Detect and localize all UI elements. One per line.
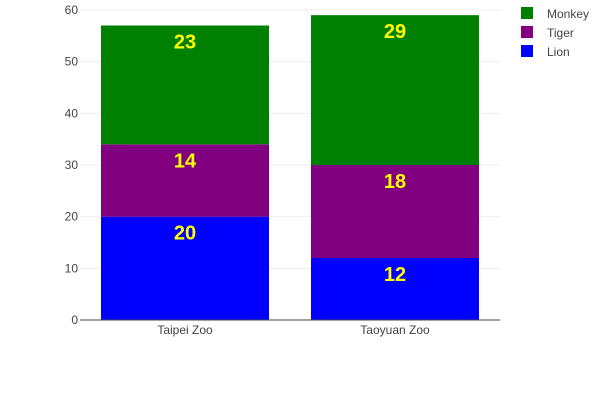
data-label: 23: [174, 32, 196, 54]
bar-tiger-1[interactable]: [311, 165, 479, 258]
legend-item-lion[interactable]: Lion: [521, 45, 570, 59]
legend-item-tiger[interactable]: Tiger: [521, 26, 574, 40]
legend-swatch: [521, 26, 533, 38]
bar-lion-0[interactable]: [101, 216, 269, 320]
data-label: 18: [384, 171, 406, 193]
legend-item-monkey[interactable]: Monkey: [521, 7, 589, 21]
data-label: 12: [384, 264, 406, 286]
y-tick-label: 50: [65, 55, 79, 69]
legend-label: Tiger: [547, 26, 574, 40]
data-label: 20: [174, 223, 196, 245]
bar-tiger-0[interactable]: [101, 144, 269, 217]
legend-label: Monkey: [547, 7, 589, 21]
x-category-label: Taoyuan Zoo: [360, 323, 430, 337]
y-tick-label: 60: [65, 3, 79, 17]
y-tick-label: 40: [65, 106, 79, 120]
bar-lion-1[interactable]: [311, 258, 479, 320]
y-tick-label: 0: [71, 313, 78, 327]
axes: 0 10 20 30 40 50 60 Taipei Zoo Taoyuan Zoo: [65, 3, 500, 337]
y-tick-label: 10: [65, 261, 79, 275]
bars: [101, 15, 479, 320]
data-labels: 20 14 23 12 18 29: [174, 21, 406, 286]
y-tick-label: 30: [65, 158, 79, 172]
legend-swatch: [521, 7, 533, 19]
legend-label: Lion: [547, 45, 570, 59]
data-label: 14: [174, 150, 197, 172]
legend[interactable]: Monkey Tiger Lion: [521, 7, 589, 59]
legend-swatch: [521, 45, 533, 57]
y-tick-label: 20: [65, 210, 79, 224]
bar-monkey-0[interactable]: [101, 25, 269, 145]
bar-monkey-1[interactable]: [311, 15, 479, 165]
data-label: 29: [384, 21, 406, 43]
x-category-label: Taipei Zoo: [157, 323, 213, 337]
